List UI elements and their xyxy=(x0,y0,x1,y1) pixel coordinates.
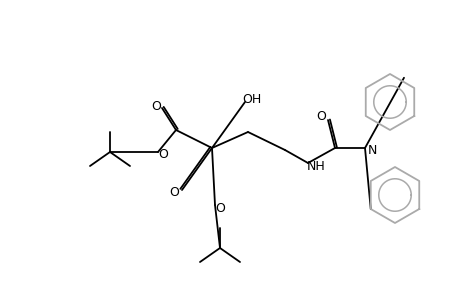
Text: O: O xyxy=(158,148,168,161)
Text: N: N xyxy=(367,143,376,157)
Text: OH: OH xyxy=(242,92,261,106)
Text: O: O xyxy=(151,100,161,112)
Text: NH: NH xyxy=(306,160,325,172)
Text: O: O xyxy=(215,202,224,215)
Text: O: O xyxy=(315,110,325,124)
Text: O: O xyxy=(169,187,179,200)
